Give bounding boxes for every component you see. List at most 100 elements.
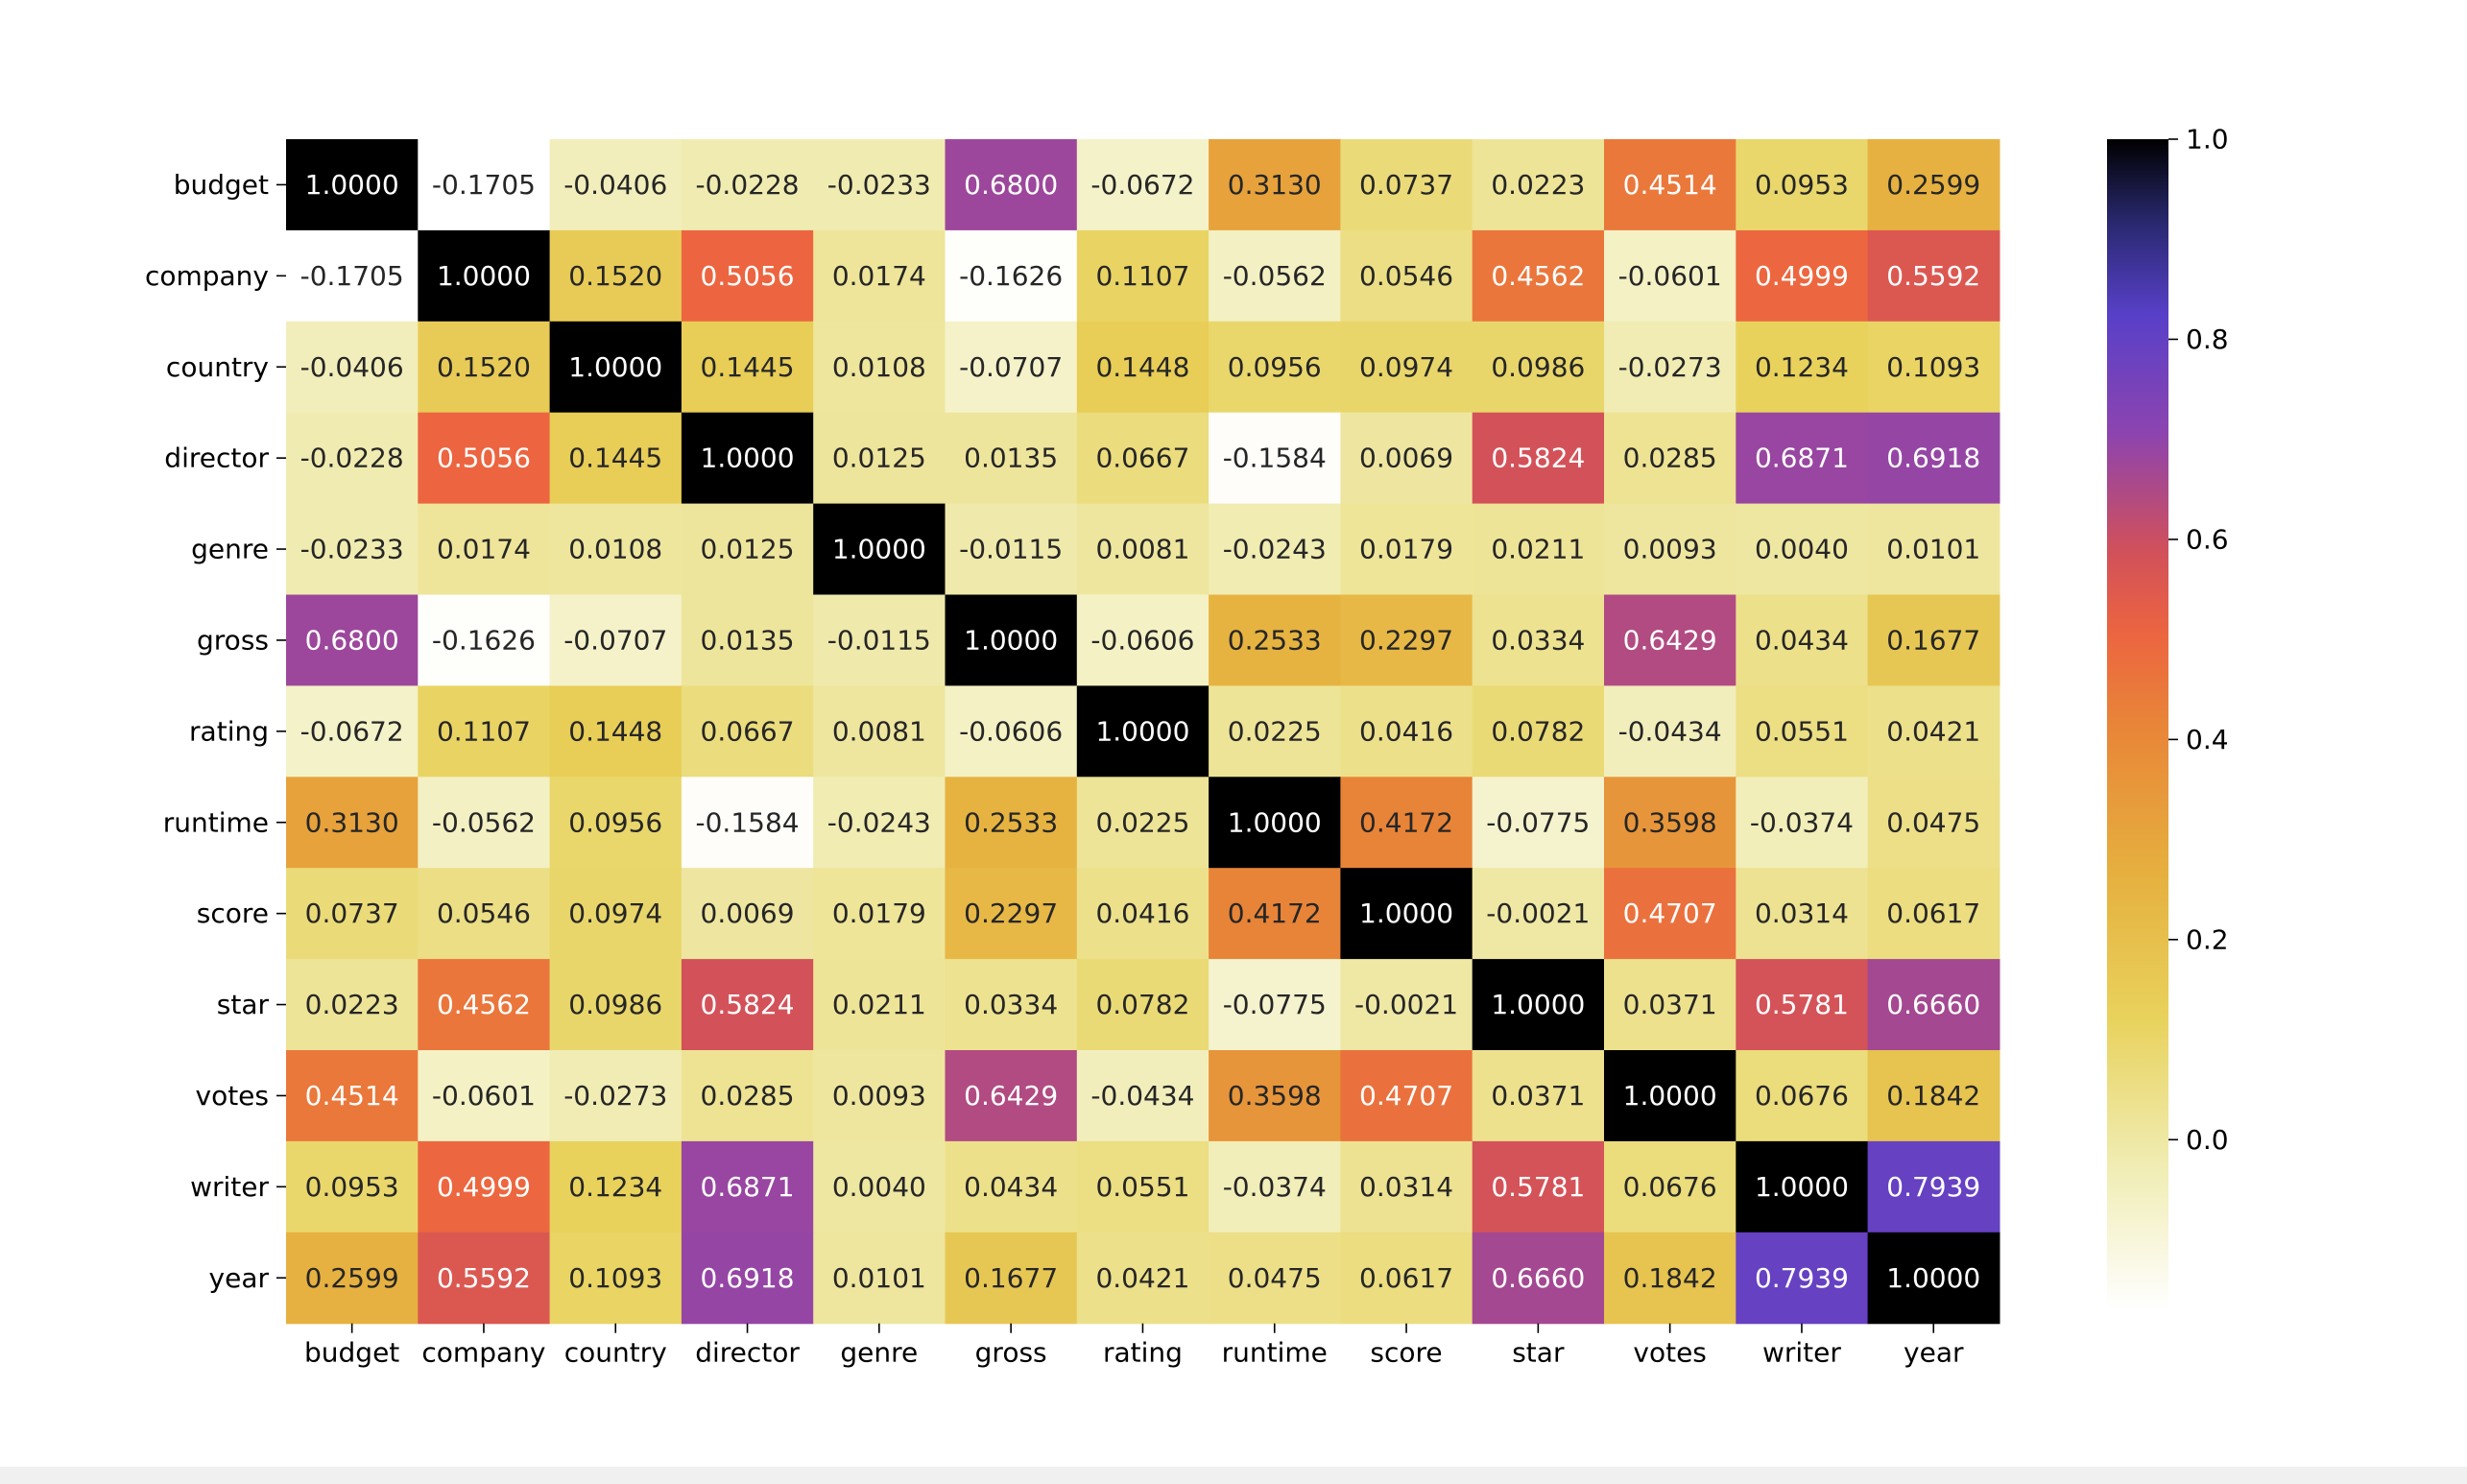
cell-value-label: 0.0371 [1491,1080,1585,1112]
cell-value-label: 0.0081 [832,715,926,747]
cell-value-label: 0.4707 [1623,898,1717,929]
heatmap-cell [1736,959,1869,1051]
cell-value-label: -0.0374 [1750,806,1854,838]
cell-value-label: -0.1705 [300,260,404,292]
heatmap-cell [549,503,683,596]
heatmap-cell [1472,503,1605,596]
x-tick-label: rating [1103,1337,1183,1369]
heatmap-cell [1604,868,1736,960]
heatmap-cell [286,139,419,231]
cell-value-label: -0.0562 [432,806,536,838]
cell-value-label: 0.0617 [1359,1262,1453,1294]
cell-value-label: 0.0225 [1228,715,1322,747]
x-tick-label: genre [840,1337,918,1369]
cell-value-label: 0.5824 [1491,443,1585,474]
cell-value-label: 0.0179 [832,898,926,929]
heatmap-cell [1736,1050,1869,1142]
cell-value-label: 0.0986 [568,989,662,1020]
cell-value-label: 0.2533 [964,806,1058,838]
cell-value-label: 0.0108 [832,351,926,383]
heatmap-cell [681,1232,814,1325]
cell-value-label: 0.7939 [1755,1262,1849,1294]
heatmap-cell [286,412,419,505]
heatmap-cell [1736,685,1869,778]
cell-value-label: -0.0434 [1090,1080,1194,1112]
y-tick-label: genre [191,534,269,565]
cell-value-label: 0.3598 [1623,806,1717,838]
heatmap-cell [1076,959,1210,1051]
cell-value-label: 0.0953 [1755,169,1849,201]
heatmap-cell [945,1140,1078,1233]
cell-value-label: 0.5781 [1755,989,1849,1020]
y-tick-label: star [217,989,270,1020]
heatmap-cell [945,1232,1078,1325]
heatmap-cell [286,1050,419,1142]
cell-value-label: 0.0093 [1623,534,1717,565]
heatmap-cell [286,1232,419,1325]
cell-value-label: 0.0135 [964,443,1058,474]
x-tick-label: budget [304,1337,399,1369]
cell-value-label: 0.0101 [1886,534,1980,565]
cell-value-label: -0.1705 [432,169,536,201]
cell-value-label: -0.0707 [563,624,667,656]
x-tick-label: score [1370,1337,1442,1369]
heatmap-cell [418,777,551,869]
cell-value-label: -0.0273 [563,1080,667,1112]
heatmap-cell [1604,685,1736,778]
heatmap-cell [945,321,1078,414]
cell-value-label: 1.0000 [1491,989,1585,1020]
y-tick-label: rating [189,715,269,747]
cell-value-label: 1.0000 [1095,715,1189,747]
colorbar-tick-label: 0.0 [2186,1124,2229,1156]
cell-value-label: -0.0606 [959,715,1063,747]
cell-value-label: 0.1448 [568,715,662,747]
cell-value-label: 0.0223 [1491,169,1585,201]
cell-value-label: 0.3598 [1228,1080,1322,1112]
cell-value-label: -0.0406 [300,351,404,383]
heatmap-cell [1209,139,1341,231]
heatmap-cell [418,959,551,1051]
heatmap-cell [945,777,1078,869]
heatmap-cell [1472,685,1605,778]
heatmap-cell [681,412,814,505]
heatmap-cell [1867,777,2000,869]
heatmap-cell [681,1050,814,1142]
heatmap-cell [1340,503,1473,596]
heatmap-cell [1340,1232,1473,1325]
cell-value-label: -0.0021 [1354,989,1458,1020]
cell-value-label: 1.0000 [1886,1262,1980,1294]
heatmap-cell [1736,321,1869,414]
heatmap-cell [813,1050,946,1142]
heatmap-cell [1736,412,1869,505]
cell-value-label: 0.0956 [568,806,662,838]
cell-value-label: 0.0040 [1755,534,1849,565]
heatmap-cell [286,594,419,686]
heatmap-cell [945,503,1078,596]
cell-value-label: -0.1584 [696,806,800,838]
cell-value-label: 0.0551 [1095,1171,1189,1203]
cell-value-label: -0.0273 [1618,351,1722,383]
cell-value-label: 0.1677 [964,1262,1058,1294]
heatmap-cell [681,503,814,596]
heatmap-cell [1867,685,2000,778]
heatmap-cell [1736,868,1869,960]
heatmap-cell [286,868,419,960]
cell-value-label: 0.0108 [568,534,662,565]
heatmap-cell [418,503,551,596]
cell-value-label: 0.1448 [1095,351,1189,383]
cell-value-label: -0.0434 [1618,715,1722,747]
cell-value-label: 0.0956 [1228,351,1322,383]
cell-value-label: 0.5592 [437,1262,531,1294]
cell-value-label: 0.1842 [1623,1262,1717,1294]
heatmap-cell [1209,1232,1341,1325]
x-tick-label: company [421,1337,545,1369]
heatmap-cell [1209,959,1341,1051]
heatmap-cell [549,594,683,686]
cell-value-label: -0.1626 [432,624,536,656]
heatmap-cell [813,685,946,778]
cell-value-label: -0.0115 [827,624,931,656]
cell-value-label: 0.4999 [1755,260,1849,292]
cell-value-label: 0.1445 [568,443,662,474]
heatmap-cell [1604,1050,1736,1142]
heatmap-cell [418,1232,551,1325]
